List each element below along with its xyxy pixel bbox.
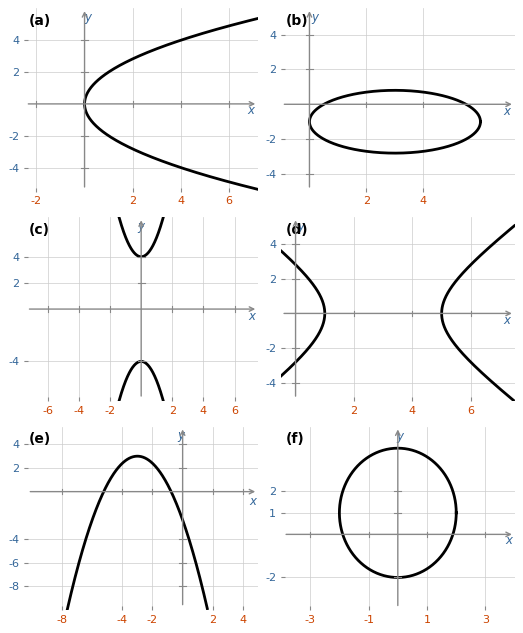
Text: y: y xyxy=(396,430,404,443)
Text: (b): (b) xyxy=(286,14,308,28)
Text: (d): (d) xyxy=(286,223,308,237)
Text: x: x xyxy=(503,314,510,327)
Text: x: x xyxy=(504,104,510,118)
Text: y: y xyxy=(298,220,304,234)
Text: (e): (e) xyxy=(29,432,51,446)
Text: (c): (c) xyxy=(29,223,50,237)
Text: x: x xyxy=(249,494,256,508)
Text: y: y xyxy=(137,220,144,233)
Text: (a): (a) xyxy=(29,14,51,28)
Text: y: y xyxy=(177,429,185,442)
Text: y: y xyxy=(311,11,318,24)
Text: x: x xyxy=(247,104,255,117)
Text: x: x xyxy=(249,310,256,323)
Text: (f): (f) xyxy=(286,432,304,446)
Text: y: y xyxy=(84,11,91,24)
Text: x: x xyxy=(505,534,513,547)
